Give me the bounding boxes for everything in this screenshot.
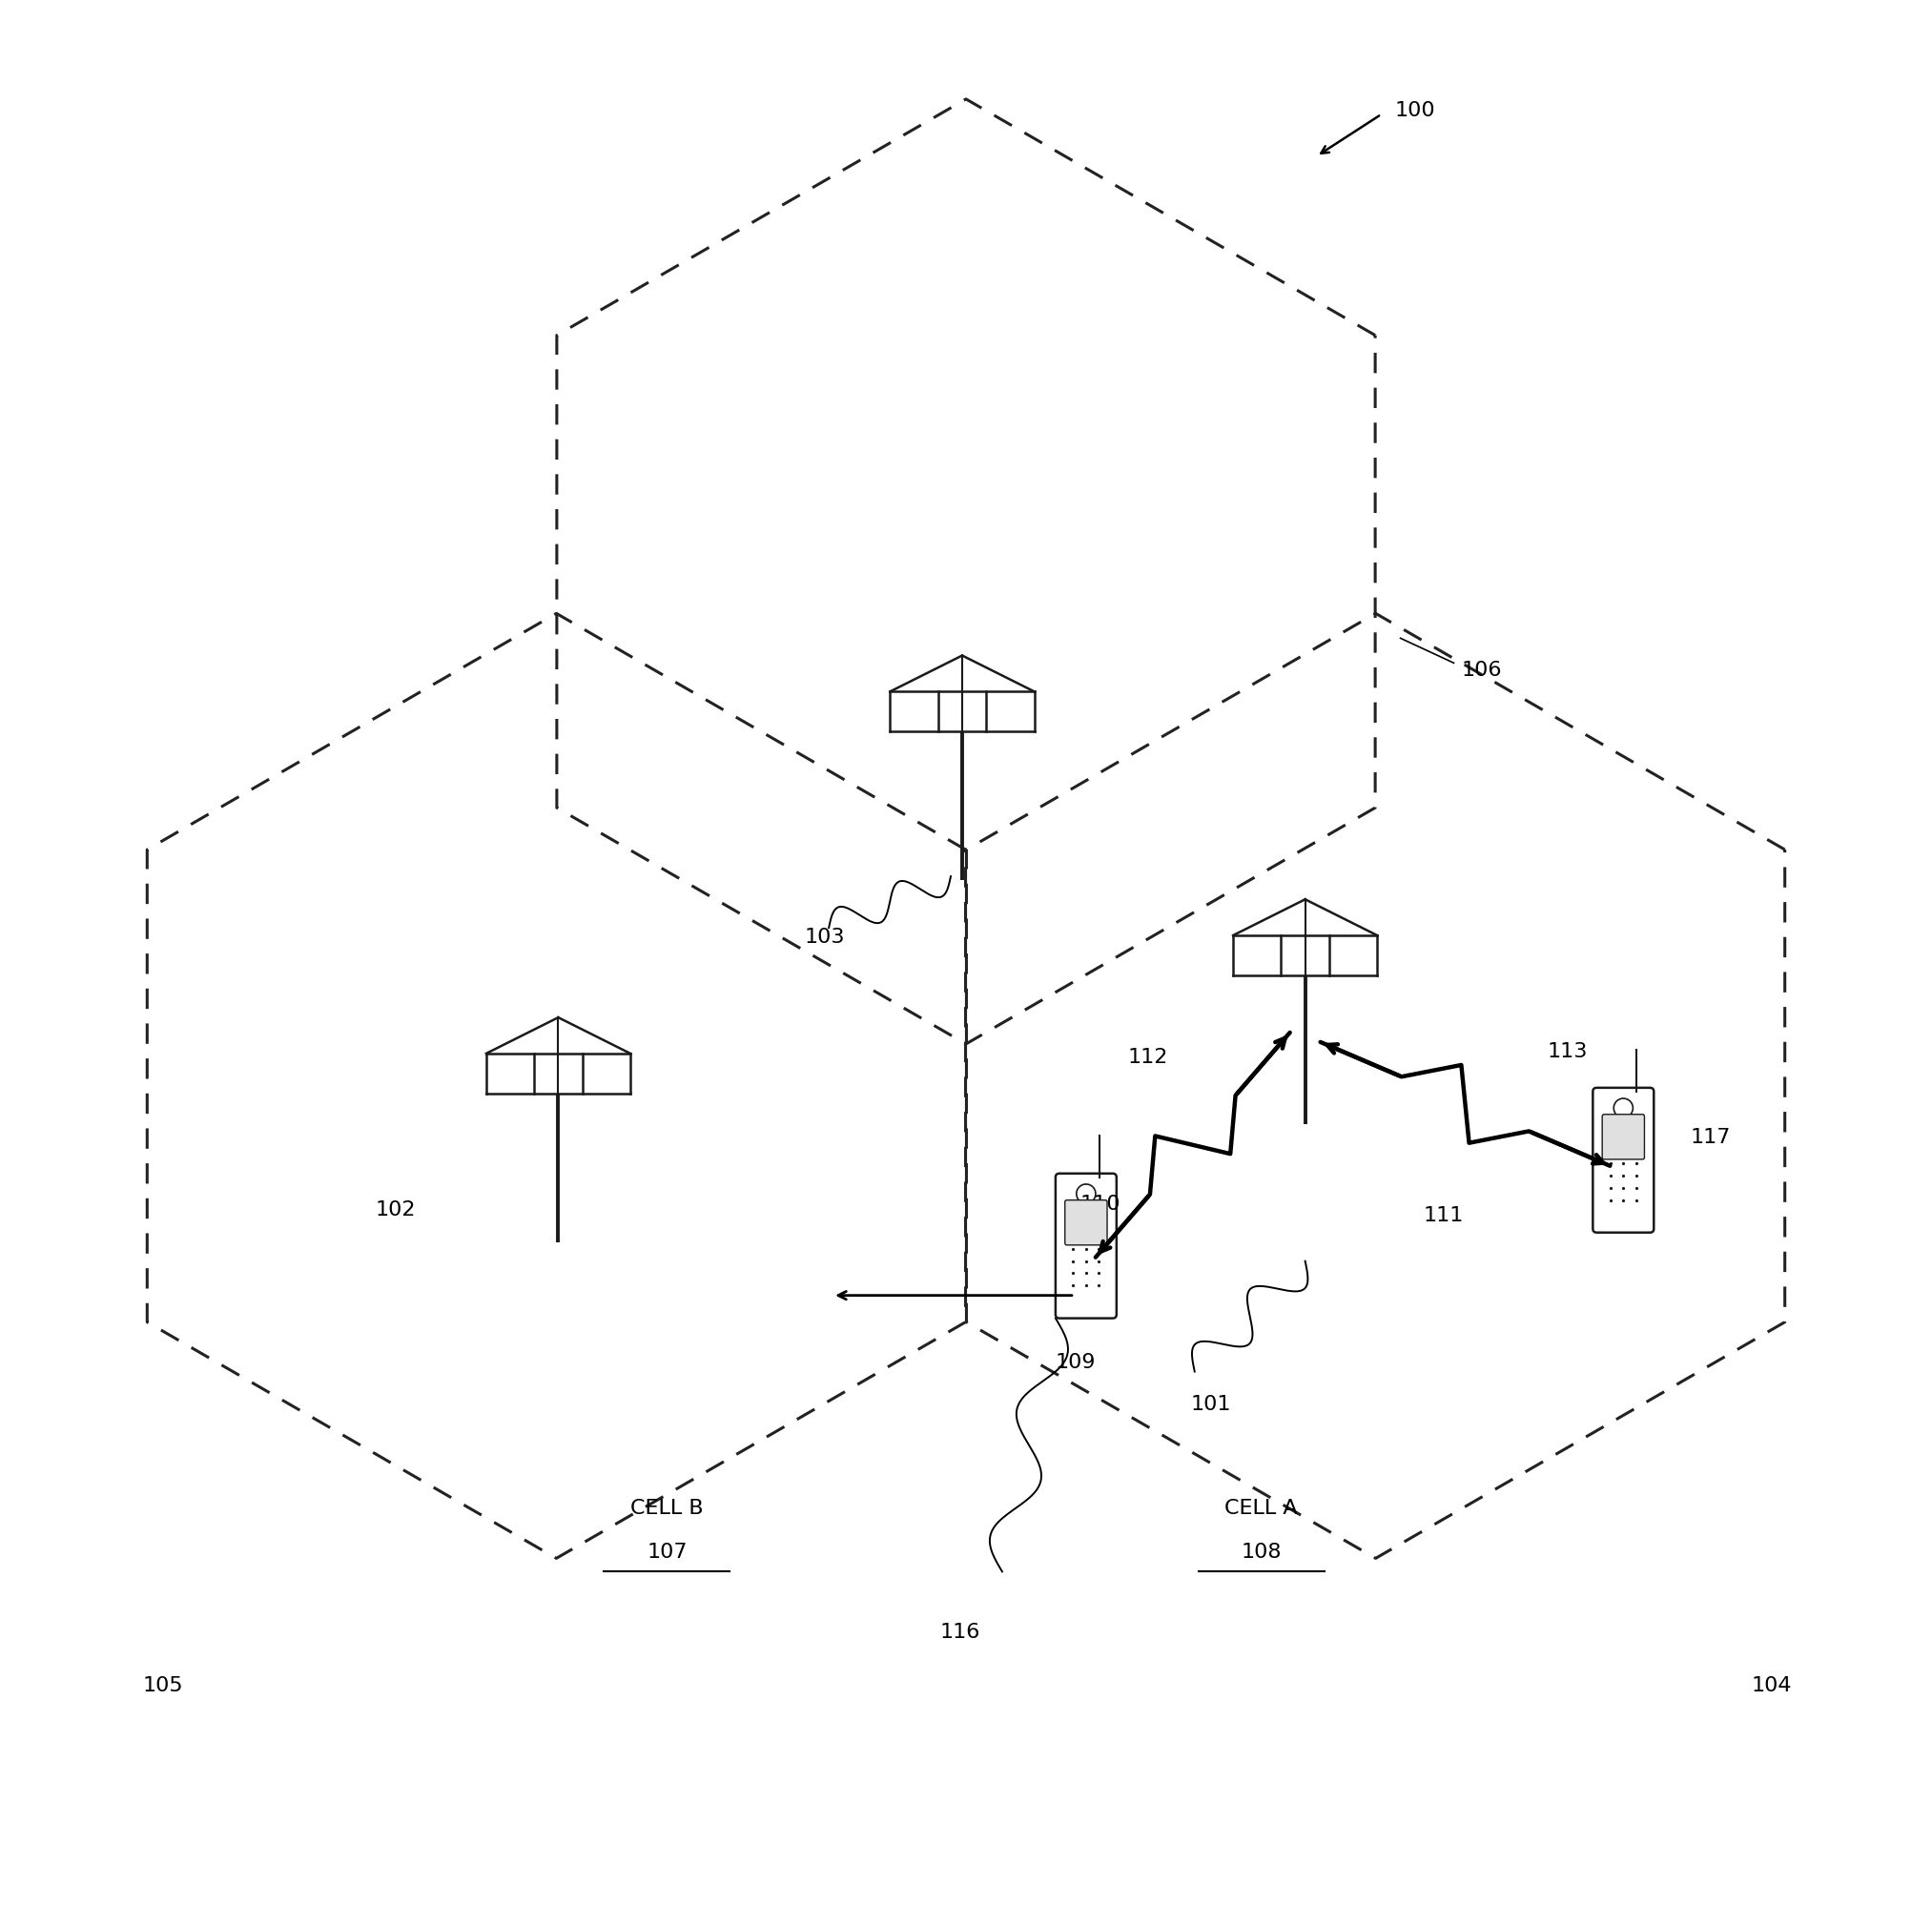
Text: CELL A: CELL A — [1225, 1499, 1298, 1518]
Text: CELL B: CELL B — [630, 1499, 703, 1518]
FancyBboxPatch shape — [1065, 1200, 1107, 1246]
Text: 117: 117 — [1690, 1128, 1731, 1147]
Text: 108: 108 — [1240, 1543, 1281, 1562]
Text: 112: 112 — [1128, 1048, 1169, 1067]
Text: 107: 107 — [647, 1543, 688, 1562]
Text: 101: 101 — [1190, 1394, 1231, 1414]
Text: 113: 113 — [1548, 1042, 1588, 1061]
Text: 110: 110 — [1080, 1194, 1121, 1213]
Text: 116: 116 — [941, 1623, 980, 1642]
Text: 102: 102 — [375, 1200, 415, 1219]
Text: 106: 106 — [1461, 661, 1501, 680]
FancyBboxPatch shape — [1592, 1088, 1654, 1233]
Text: 111: 111 — [1424, 1206, 1464, 1225]
Text: 105: 105 — [143, 1676, 184, 1695]
Text: 103: 103 — [804, 928, 844, 947]
FancyBboxPatch shape — [1602, 1114, 1644, 1160]
Text: 100: 100 — [1395, 101, 1435, 120]
Text: 104: 104 — [1750, 1676, 1791, 1695]
FancyBboxPatch shape — [1055, 1173, 1117, 1318]
Text: 109: 109 — [1055, 1353, 1095, 1372]
